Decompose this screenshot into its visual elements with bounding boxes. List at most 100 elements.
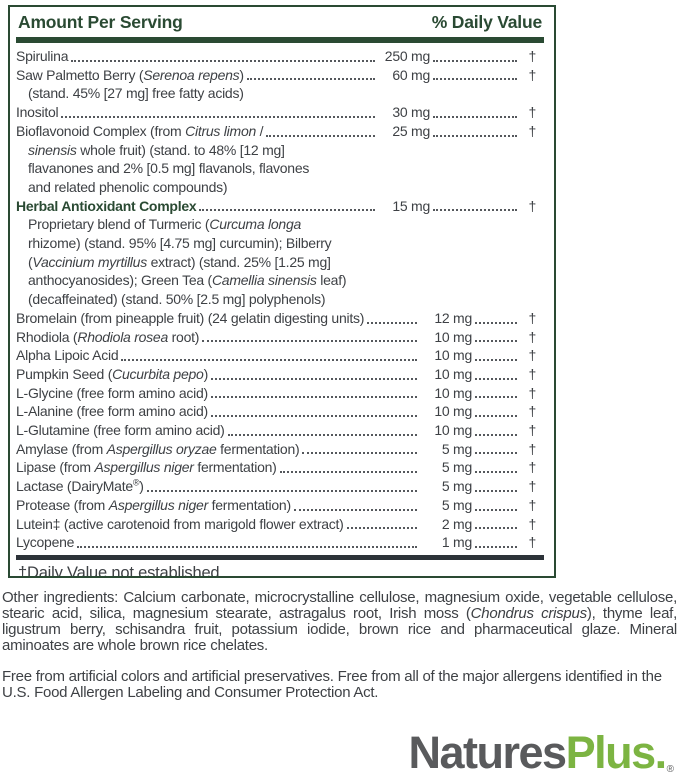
ingredient-name: Saw Palmetto Berry (Serenoa repens) xyxy=(16,66,244,83)
daily-value-dagger: † xyxy=(528,478,536,495)
ingredient-subrow: (stand. 45% [27 mg] free fatty acids) xyxy=(16,84,544,103)
logo-registered-icon: ® xyxy=(666,764,674,775)
ingredient-amount: 10 mg xyxy=(434,328,472,345)
ingredient-row: Lipase (from Aspergillus niger fermentat… xyxy=(16,458,544,477)
ingredient-amount: 5 mg xyxy=(441,459,472,476)
ingredient-amount: 25 mg xyxy=(392,122,430,139)
ingredient-amount: 10 mg xyxy=(434,403,472,420)
daily-value-dagger: † xyxy=(528,365,536,382)
daily-value-dagger: † xyxy=(528,197,536,214)
footnote-rule xyxy=(16,554,544,560)
panel-header: Amount Per Serving % Daily Value xyxy=(16,11,544,37)
dot-leader xyxy=(433,134,517,137)
ingredient-row: Lutein‡ (active carotenoid from marigold… xyxy=(16,515,544,534)
ingredient-row: Pumpkin Seed (Cucurbita pepo) 10 mg † xyxy=(16,365,544,384)
ingredient-row: Spirulina 250 mg † xyxy=(16,47,544,66)
ingredient-name: Amylase (from Aspergillus oryzae ferment… xyxy=(16,440,300,457)
dot-leader xyxy=(475,396,517,399)
ingredient-name-continued: sinensis whole fruit) (stand. to 48% [12… xyxy=(28,141,285,158)
dot-leader xyxy=(475,545,517,548)
header-rule xyxy=(16,37,544,43)
ingredient-row: Inositol 30 mg † xyxy=(16,103,544,122)
ingredient-name: Bioflavonoid Complex (from Citrus limon … xyxy=(16,122,264,139)
daily-value-dagger: † xyxy=(528,48,536,64)
ingredient-name: Lutein‡ (active carotenoid from marigold… xyxy=(16,515,344,532)
brand-logo: NaturesPlus.® xyxy=(408,727,675,779)
dot-leader xyxy=(246,78,375,81)
dot-leader xyxy=(346,527,417,530)
ingredient-name-continued: flavanones and 2% [0.5 mg] flavanols, fl… xyxy=(28,160,310,177)
daily-value-dagger: † xyxy=(528,104,536,121)
dot-leader xyxy=(77,545,417,548)
ingredient-amount: 5 mg xyxy=(441,496,472,513)
dot-leader xyxy=(279,471,417,474)
ingredient-name: Inositol xyxy=(16,104,59,121)
ingredient-subrow: rhizome) (stand. 95% [4.75 mg] curcumin)… xyxy=(16,234,544,253)
daily-value-footnote: †Daily Value not established. xyxy=(18,563,224,578)
ingredient-name: L-Glutamine (free form amino acid) xyxy=(16,422,225,439)
dot-leader xyxy=(475,527,517,530)
ingredient-name-continued: (Vaccinium myrtillus extract) (stand. 25… xyxy=(28,253,331,270)
ingredient-row: L-Glycine (free form amino acid) 10 mg † xyxy=(16,384,544,403)
dot-leader xyxy=(433,115,517,118)
dot-leader xyxy=(266,134,375,137)
ingredient-subrow: sinensis whole fruit) (stand. to 48% [12… xyxy=(16,141,544,160)
dot-leader xyxy=(475,471,517,474)
ingredient-row: Rhodiola (Rhodiola rosea root) 10 mg † xyxy=(16,328,544,347)
ingredient-name-continued: (stand. 45% [27 mg] free fatty acids) xyxy=(28,85,244,102)
ingredient-name-continued: (decaffeinated) (stand. 50% [2.5 mg] pol… xyxy=(28,291,326,308)
ingredient-row: Lycopene 1 mg † xyxy=(16,533,544,552)
ingredient-name-continued: anthocyanosides); Green Tea (Camellia si… xyxy=(28,272,347,289)
ingredient-amount: 5 mg xyxy=(441,478,472,495)
ingredient-amount: 5 mg xyxy=(441,440,472,457)
dot-leader xyxy=(199,209,375,212)
ingredient-amount: 10 mg xyxy=(434,365,472,382)
ingredient-name-continued: Proprietary blend of Turmeric (Curcuma l… xyxy=(28,216,302,233)
ingredient-subrow: Proprietary blend of Turmeric (Curcuma l… xyxy=(16,215,544,234)
logo-natures: Natures xyxy=(408,727,568,778)
ingredient-name: Herbal Antioxidant Complex xyxy=(16,197,197,214)
ingredient-row: Amylase (from Aspergillus oryzae ferment… xyxy=(16,440,544,459)
dot-leader xyxy=(210,377,417,380)
daily-value-dagger: † xyxy=(528,515,536,532)
dot-leader xyxy=(433,59,517,62)
ingredient-rows: Spirulina 250 mg † Saw Palmetto Berry (Sere… xyxy=(16,47,544,552)
daily-value-dagger: † xyxy=(528,122,536,139)
ingredient-name: L-Alanine (free form amino acid) xyxy=(16,403,208,420)
logo-plus: Plus. xyxy=(565,727,668,778)
ingredient-name: Alpha Lipoic Acid xyxy=(16,347,119,364)
ingredient-amount: 10 mg xyxy=(434,422,472,439)
ingredient-name: Lactase (DairyMate®) xyxy=(16,477,144,495)
daily-value-dagger: † xyxy=(528,496,536,513)
dot-leader xyxy=(475,340,517,343)
dot-leader xyxy=(210,396,417,399)
ingredient-name: Rhodiola (Rhodiola rosea root) xyxy=(16,328,200,345)
dot-leader xyxy=(475,358,517,361)
ingredient-row: Protease (from Aspergillus niger ferment… xyxy=(16,496,544,515)
ingredient-row: L-Alanine (free form amino acid) 10 mg † xyxy=(16,402,544,421)
ingredient-row: L-Glutamine (free form amino acid) 10 mg † xyxy=(16,421,544,440)
daily-value-dagger: † xyxy=(528,309,536,326)
dot-leader xyxy=(475,377,517,380)
ingredient-amount: 10 mg xyxy=(434,347,472,364)
dot-leader xyxy=(475,489,517,492)
daily-value-dagger: † xyxy=(528,328,536,345)
other-ingredients-paragraph: Other ingredients: Calcium carbonate, mi… xyxy=(2,589,678,654)
daily-value-dagger: † xyxy=(528,403,536,420)
dot-leader xyxy=(61,115,375,118)
dot-leader xyxy=(202,340,417,343)
daily-value-dagger: † xyxy=(528,384,536,401)
ingredient-name-continued: rhizome) (stand. 95% [4.75 mg] curcumin)… xyxy=(28,235,332,252)
supplement-label: { "panel": { "header": { "left": "Amount… xyxy=(0,5,679,781)
daily-value-label: % Daily Value xyxy=(431,12,542,32)
ingredient-subrow: (Vaccinium myrtillus extract) (stand. 25… xyxy=(16,253,544,272)
ingredient-amount: 10 mg xyxy=(434,384,472,401)
ingredient-amount: 1 mg xyxy=(441,534,472,551)
ingredient-amount: 15 mg xyxy=(392,197,430,214)
dot-leader xyxy=(210,415,417,418)
ingredient-row: Herbal Antioxidant Complex 15 mg † xyxy=(16,197,544,216)
ingredient-subrow: (decaffeinated) (stand. 50% [2.5 mg] pol… xyxy=(16,290,544,309)
ingredient-subrow: anthocyanosides); Green Tea (Camellia si… xyxy=(16,271,544,290)
ingredient-amount: 12 mg xyxy=(434,309,472,326)
ingredient-name: L-Glycine (free form amino acid) xyxy=(16,384,208,401)
